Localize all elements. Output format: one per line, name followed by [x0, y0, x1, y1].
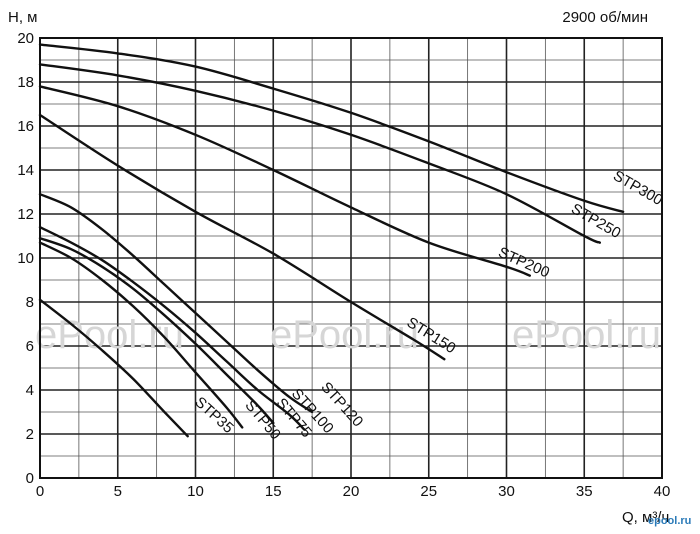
y-tick-label: 20: [17, 30, 34, 47]
curve-stp300: [38, 43, 625, 213]
x-tick-label: 0: [36, 483, 44, 500]
x-tick-label: 5: [114, 483, 122, 500]
plot-frame: [39, 37, 663, 479]
speed-label: 2900 об/мин: [562, 9, 648, 26]
x-tick-label: 35: [576, 483, 593, 500]
x-axis-label: Q, м³/ч: [622, 509, 669, 526]
y-tick-label: 16: [17, 118, 34, 135]
x-tick-label: 10: [187, 483, 204, 500]
y-tick-label: 18: [17, 74, 34, 91]
y-axis-label: Н, м: [8, 9, 37, 26]
curve-stp200: [38, 85, 531, 277]
x-tick-label: 40: [654, 483, 671, 500]
y-tick-label: 14: [17, 162, 34, 179]
curve-stp150: [38, 113, 446, 361]
curve-stp100: [38, 226, 306, 431]
brand-logo: epool.ru: [648, 515, 691, 527]
curve-stp75: [38, 237, 275, 425]
axes-layer: 0 5 10 15 20 25 30 35 40 0 2 4 6 8 10 12 14 16 18 20: [17, 30, 670, 500]
watermark-text: ePool.ru: [512, 313, 661, 357]
y-tick-label: 2: [26, 426, 34, 443]
y-tick-label: 12: [17, 206, 34, 223]
x-tick-label: 20: [343, 483, 360, 500]
curve-label-stp300: STP300: [610, 167, 665, 209]
curve-label-stp35: STP35: [191, 394, 236, 437]
curve-stp250: [38, 63, 601, 244]
x-tick-label: 30: [498, 483, 515, 500]
curve-stp50: [38, 241, 244, 429]
y-tick-label: 10: [17, 250, 34, 267]
watermark-layer: ePool.ru ePool.ru ePool.ru: [35, 313, 661, 357]
y-tick-label: 0: [26, 470, 34, 487]
curve-stp120: [38, 193, 314, 414]
x-tick-label: 25: [420, 483, 437, 500]
y-tick-label: 6: [26, 338, 34, 355]
y-tick-label: 4: [26, 382, 34, 399]
x-tick-label: 15: [265, 483, 282, 500]
y-tick-label: 8: [26, 294, 34, 311]
curve-stp35: [38, 298, 189, 438]
watermark-text: ePool.ru: [35, 313, 184, 357]
curves-layer: [38, 43, 625, 438]
curve-label-stp200: STP200: [496, 244, 552, 282]
watermark-text: ePool.ru: [270, 313, 419, 357]
